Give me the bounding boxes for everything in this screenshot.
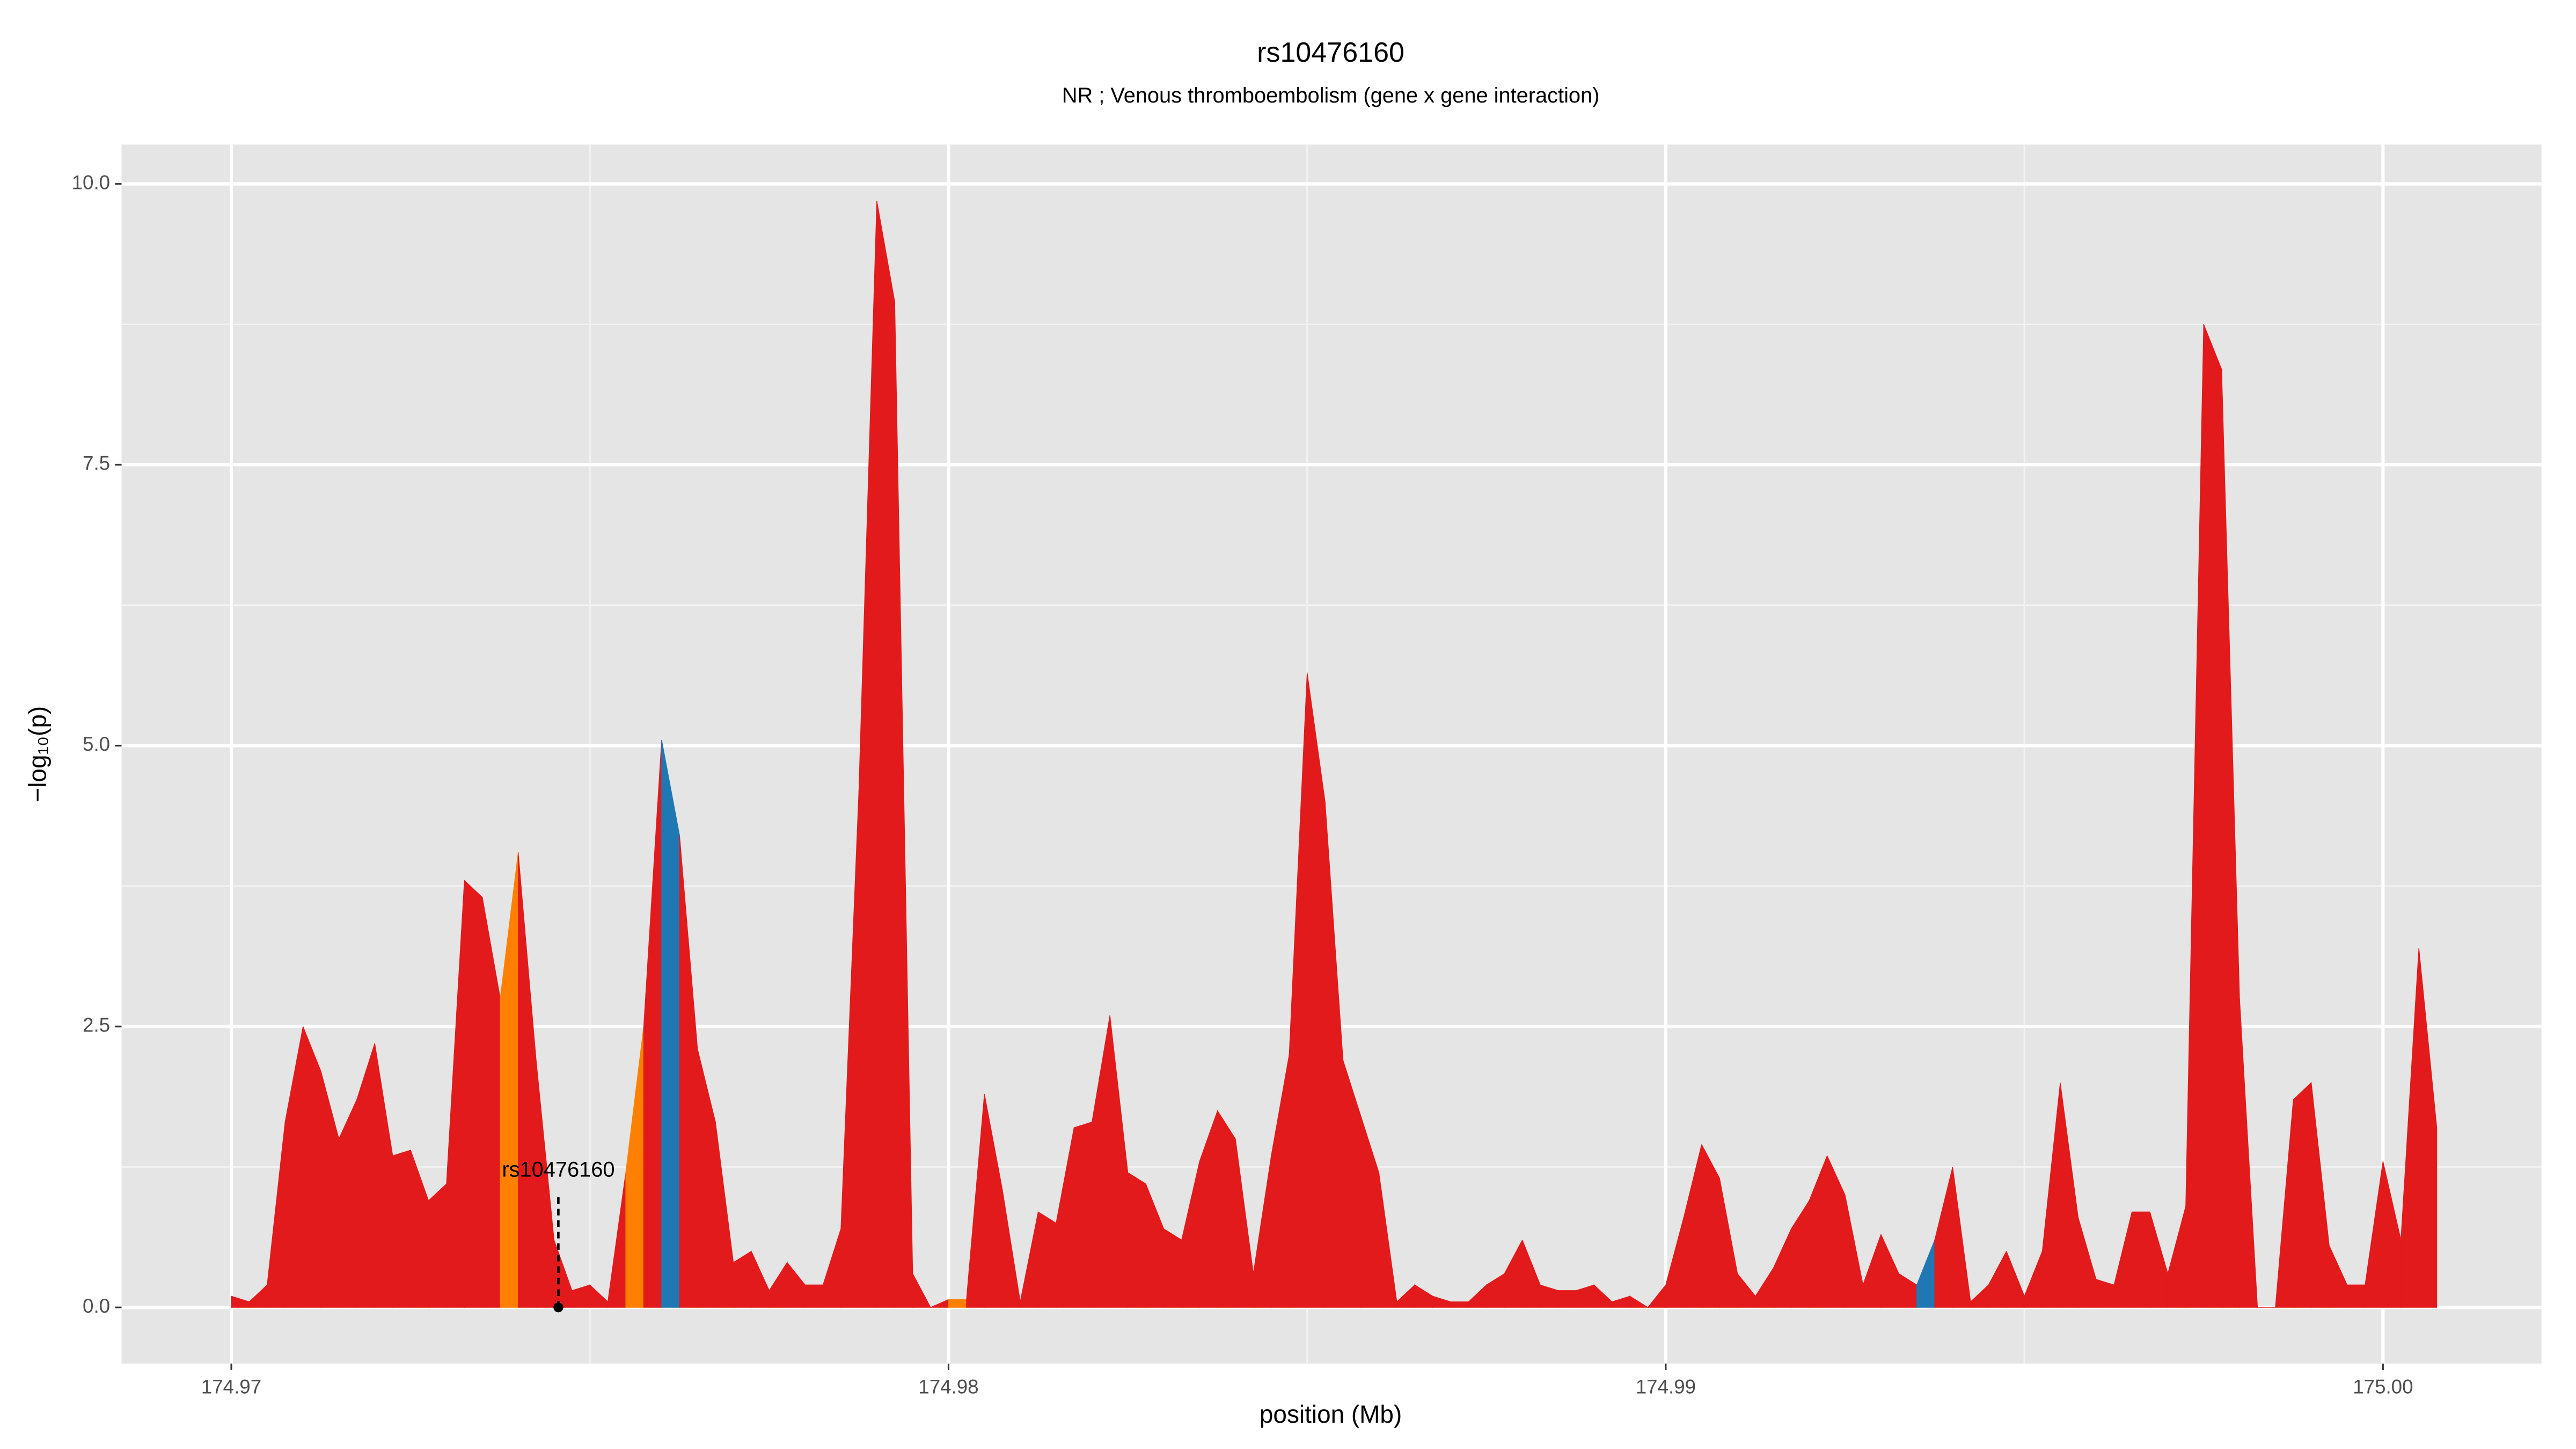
annotation-label: rs10476160 xyxy=(502,1158,614,1182)
area-segment xyxy=(1217,1109,1236,1308)
y-tick-label: 10.0 xyxy=(72,171,110,193)
area-segment xyxy=(1073,1121,1093,1308)
area-segment xyxy=(2239,998,2258,1308)
area-segment xyxy=(1629,1296,1649,1308)
y-tick-label: 2.5 xyxy=(83,1014,110,1036)
axes: 0.0 2.5 5.0 7.5 10.0 174.97 174.98 174.99 175.00 xyxy=(72,171,2413,1397)
y-tick-label: 5.0 xyxy=(83,733,110,755)
area-segment xyxy=(1450,1301,1469,1308)
area-segment xyxy=(2203,324,2222,1308)
x-tick-label: 174.97 xyxy=(201,1375,261,1397)
area-segment xyxy=(1127,1172,1146,1308)
area-segment xyxy=(912,1274,932,1308)
x-tick-label: 174.99 xyxy=(1636,1375,1696,1397)
y-tick-label: 0.0 xyxy=(83,1295,110,1317)
chart-title: rs10476160 xyxy=(1257,37,1404,68)
x-tick-label: 174.98 xyxy=(918,1375,978,1397)
area-segment xyxy=(2293,1082,2312,1308)
area-segment xyxy=(804,1284,824,1308)
y-axis-label: −log₁₀(p) xyxy=(24,706,52,802)
x-axis-label: position (Mb) xyxy=(1260,1400,1402,1428)
y-tick-label: 7.5 xyxy=(83,452,110,474)
area-segment xyxy=(303,1026,321,1308)
chart-subtitle: NR ; Venous thromboembolism (gene x gene… xyxy=(1062,84,1600,107)
area-segment xyxy=(392,1150,411,1308)
area-segment xyxy=(876,200,895,1308)
area: rs10476160 xyxy=(231,200,2438,1313)
area-segment xyxy=(1557,1290,1577,1308)
area-segment xyxy=(1163,1228,1182,1308)
annotation-point xyxy=(553,1302,564,1313)
area-segment xyxy=(2346,1284,2366,1308)
area-segment xyxy=(1037,1211,1057,1308)
x-tick-label: 175.00 xyxy=(2353,1375,2413,1397)
area-segment xyxy=(2418,948,2438,1308)
area-segment xyxy=(428,1183,447,1308)
area-segment xyxy=(661,740,680,1308)
area-segment xyxy=(464,880,483,1308)
area-segment xyxy=(2131,1211,2150,1308)
area-segment xyxy=(948,1299,967,1308)
